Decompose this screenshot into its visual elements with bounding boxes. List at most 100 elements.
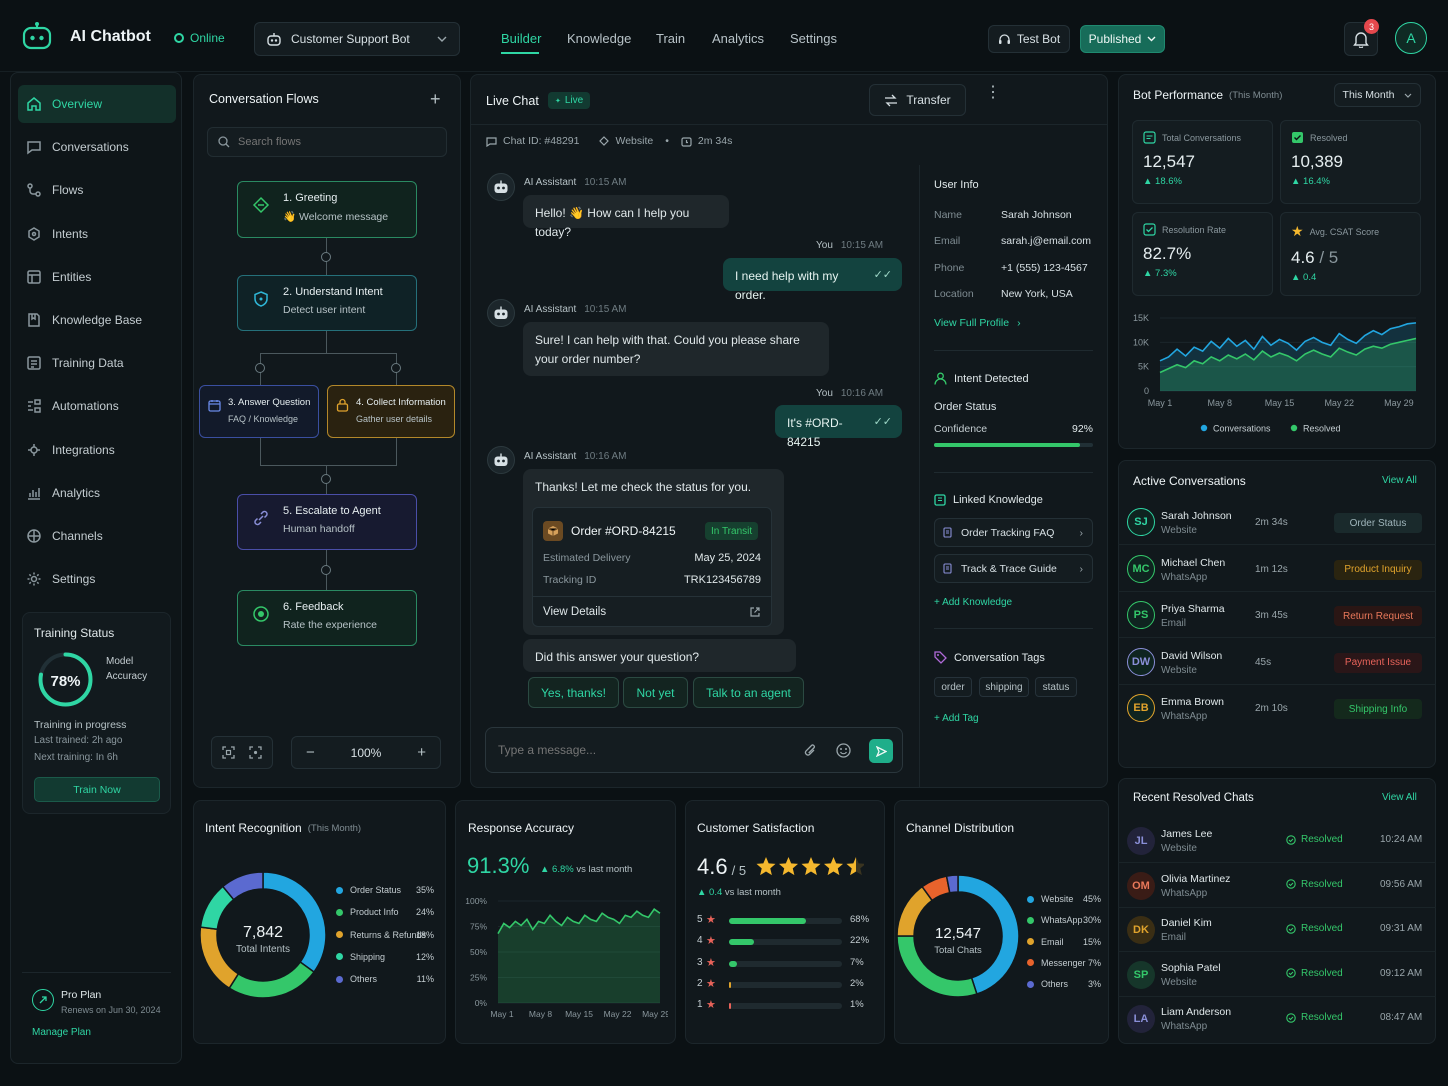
add-knowledge-link[interactable]: + Add Knowledge [934,597,1013,608]
active-conversation-row[interactable] [1118,639,1436,685]
contact-channel: WhatsApp [1161,1021,1208,1033]
tag-shipping[interactable]: shipping [979,677,1029,697]
tab-settings[interactable]: Settings [790,31,837,46]
message-input[interactable] [498,743,788,757]
quick-reply-not-yet[interactable]: Not yet [623,677,688,708]
stat-label: Total Conversations [1162,132,1242,143]
avatar: OM [1127,871,1155,900]
legend-label: Email [1041,936,1064,947]
sidebar-item-flows[interactable]: Flows [18,171,176,209]
sidebar-item-analytics[interactable]: Analytics [18,474,176,512]
channel-distribution-title: Channel Distribution [906,821,1015,835]
plan-name: Pro Plan [61,989,102,1001]
training-progress-text: Training in progress [34,719,127,731]
contact-name: Liam Anderson [1161,1006,1232,1019]
tab-analytics[interactable]: Analytics [712,31,765,46]
donut-center-label: Total Chats [934,945,982,956]
emoji-icon[interactable] [836,743,851,758]
flow-node-greeting[interactable]: 1. Greeting 👋 Welcome message [237,181,417,238]
quick-reply-yes[interactable]: Yes, thanks! [528,677,619,708]
user-avatar[interactable]: A [1395,22,1427,54]
check-circle-icon [1286,968,1296,979]
active-conversation-row[interactable] [1118,546,1436,592]
tab-builder[interactable]: Builder [501,31,542,46]
train-now-button[interactable]: Train Now [34,777,160,802]
more-options-icon[interactable]: ⋮ [985,84,1001,101]
add-tag-link[interactable]: + Add Tag [934,713,979,724]
y-tick-label: 100% [465,896,487,906]
linked-item-order-tracking-faq[interactable]: Order Tracking FAQ › [934,518,1093,547]
external-link-icon[interactable] [750,607,760,617]
published-button[interactable]: Published [1080,25,1165,53]
confidence-label: Confidence [934,423,988,435]
attachment-icon[interactable] [804,743,817,758]
fit-screen-icon[interactable] [222,746,235,759]
search-icon [218,136,230,148]
tab-train[interactable]: Train [656,31,686,46]
zoom-out-icon[interactable]: − [306,744,315,761]
sidebar-item-channels[interactable]: Channels [18,517,176,555]
flow-node-understand-intent[interactable]: 2. Understand Intent Detect user intent [237,275,417,331]
active-conversation-row[interactable] [1118,499,1436,545]
flow-connector-dot [321,252,331,262]
sidebar-item-training-data[interactable]: Training Data [18,344,176,382]
conversation-tags-header: Conversation Tags [934,651,1045,664]
sidebar-item-knowledge-base[interactable]: Knowledge Base [18,301,176,339]
add-flow-icon[interactable]: + [430,89,441,109]
flow-node-collect-information[interactable]: 4. Collect Information Gather user detai… [327,385,455,438]
avatar: EB [1127,694,1155,723]
contact-channel: Website [1161,976,1197,988]
sender-name: AI Assistant [524,177,577,188]
search-flows-input[interactable] [238,136,438,148]
y-tick-label: 5K [1138,362,1149,372]
user-info-value: Sarah Johnson [1001,209,1072,221]
period-dropdown[interactable]: This Month [1334,83,1421,107]
manage-plan-link[interactable]: Manage Plan [32,1027,91,1038]
rating-bar-track [729,981,842,988]
active-view-all-link[interactable]: View All [1382,475,1417,486]
intent-recognition-period: (This Month) [307,822,362,834]
sidebar-item-settings[interactable]: Settings [18,560,176,598]
rating-label: 3 [697,956,703,968]
flow-node-answer-question[interactable]: 3. Answer Question FAQ / Knowledge [199,385,319,438]
star-icon [801,857,821,876]
active-conversation-row[interactable] [1118,592,1436,639]
message-time: 10:15 AM [840,240,884,251]
test-bot-button[interactable]: Test Bot [988,25,1070,53]
view-details-link[interactable]: View Details [543,606,607,618]
bot-selector[interactable]: Customer Support Bot [254,22,460,56]
bot-performance-period: (This Month) [1229,89,1283,101]
zoom-in-icon[interactable]: + [417,744,426,761]
sidebar-item-entities[interactable]: Entities [18,258,176,296]
sidebar-item-intents[interactable]: Intents [18,215,176,253]
avatar: DK [1127,916,1155,945]
tag-order[interactable]: order [934,677,972,697]
timer-icon [681,136,692,147]
user-info-value: +1 (555) 123-4567 [1001,261,1088,274]
resolved-status-text: Resolved [1301,834,1343,845]
y-tick-label: 0 [1144,386,1149,396]
resolved-view-all-link[interactable]: View All [1382,792,1417,803]
bot-performance-title: Bot Performance [1133,88,1224,102]
sidebar-item-automations[interactable]: Automations [18,387,176,425]
stat-label: Resolved [1310,132,1348,143]
transfer-button[interactable]: Transfer [869,84,966,116]
sidebar-item-overview[interactable]: Overview [18,85,176,123]
intents-icon [28,226,40,241]
flow-connector [260,438,261,465]
flow-node-feedback[interactable]: 6. Feedback Rate the experience [237,590,417,646]
quick-reply-talk-to-agent[interactable]: Talk to an agent [693,677,804,708]
rating-bar-fill [729,918,806,924]
linked-item-track-trace-guide[interactable]: Track & Trace Guide › [934,554,1093,583]
focus-icon[interactable] [249,746,262,759]
tag-status[interactable]: status [1035,677,1077,697]
send-button[interactable] [869,739,893,763]
star-icon [756,857,776,876]
sidebar-item-conversations[interactable]: Conversations [18,128,176,166]
stat-avg-csat: ★ Avg. CSAT Score 4.6 / 5 ▲ 0.4 [1280,212,1421,296]
user-message-text: It's #ORD-84215 [787,416,843,449]
view-full-profile-link[interactable]: View Full Profile › [934,317,1021,329]
sidebar-item-integrations[interactable]: Integrations [18,431,176,469]
flow-node-escalate-to-agent[interactable]: 5. Escalate to Agent Human handoff [237,494,417,550]
tab-knowledge[interactable]: Knowledge [567,31,632,46]
